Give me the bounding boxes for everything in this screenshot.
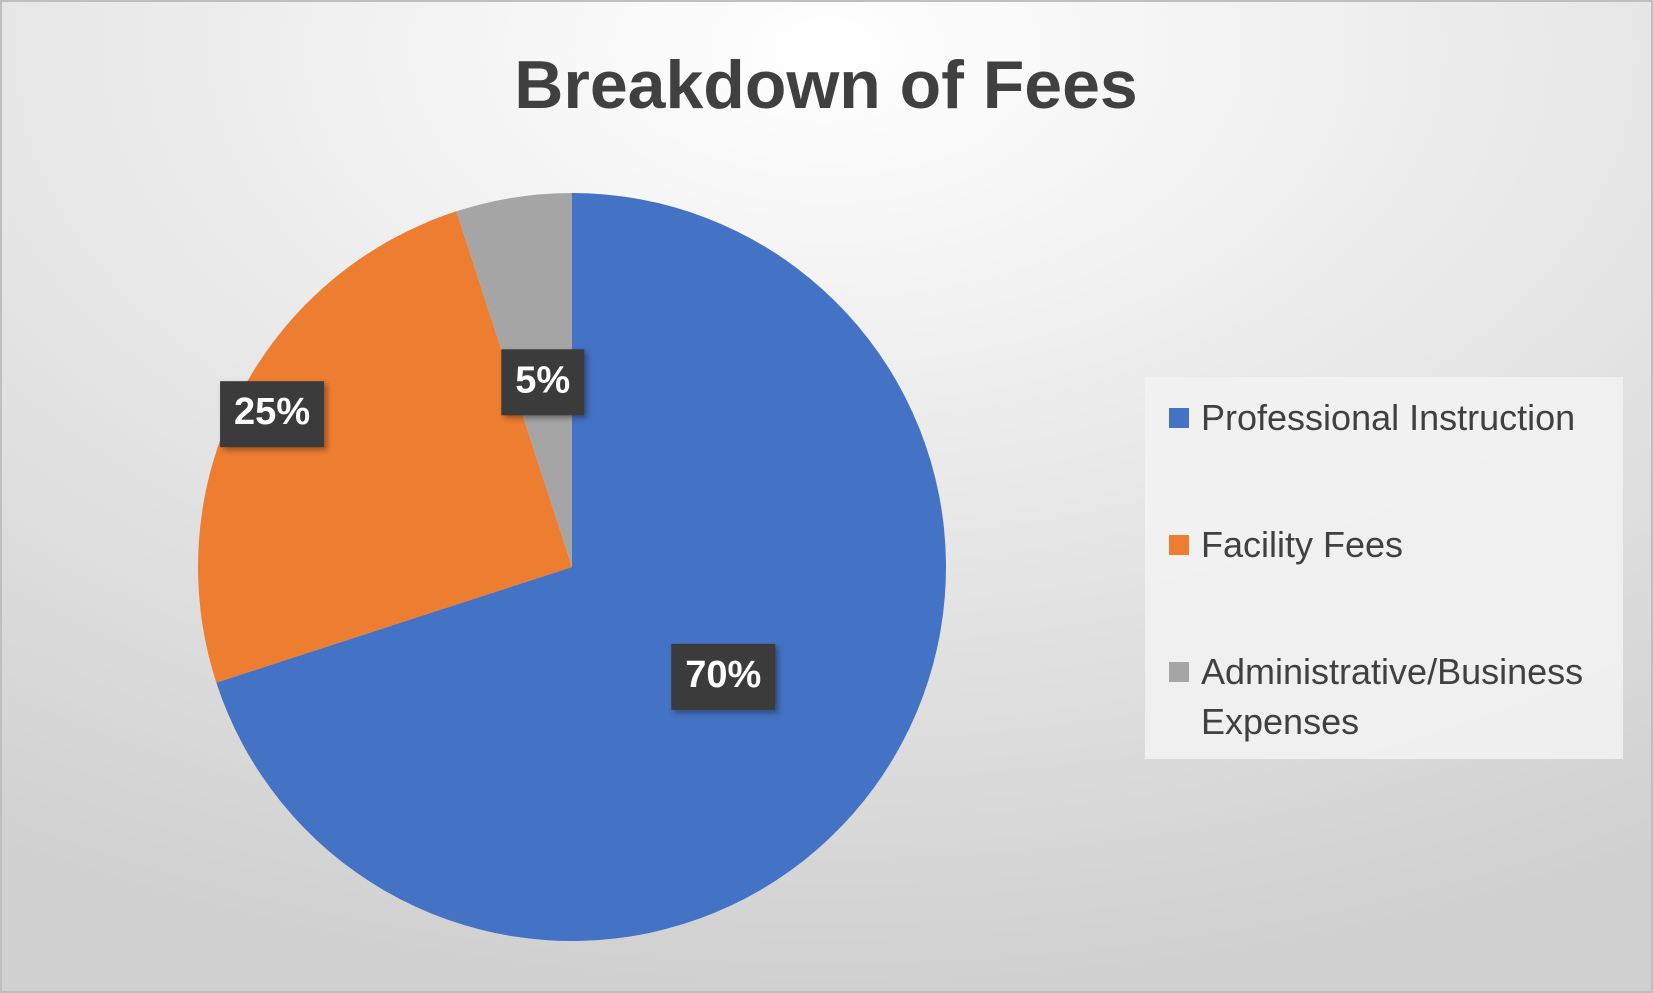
- data-label: 70%: [671, 643, 776, 710]
- data-label-box: [671, 643, 776, 710]
- chart-title: Breakdown of Fees: [514, 47, 1138, 123]
- data-label: 5%: [501, 349, 585, 416]
- data-label-text: 5%: [515, 359, 570, 401]
- legend: Professional Instruction Facility Fees Adm…: [1145, 377, 1623, 759]
- pie-slice: [216, 193, 946, 941]
- legend-swatch: [1169, 662, 1189, 682]
- data-labels: 70% 25% 5%: [220, 349, 776, 710]
- pie: [197, 193, 946, 941]
- legend-label: Professional Instruction: [1201, 397, 1576, 438]
- data-label: 25%: [220, 381, 325, 448]
- legend-swatch: [1169, 408, 1189, 428]
- legend-item: Administrative/Business Expenses: [1169, 647, 1609, 747]
- data-label-text: 25%: [234, 391, 310, 433]
- data-label-text: 70%: [685, 654, 761, 696]
- data-label-box: [220, 381, 325, 448]
- pie-slice: [197, 211, 572, 683]
- legend-item: Professional Instruction: [1169, 393, 1609, 443]
- legend-item: Facility Fees: [1169, 520, 1609, 570]
- data-label-box: [501, 349, 585, 416]
- legend-label: Administrative/Business Expenses: [1201, 651, 1584, 742]
- legend-label: Facility Fees: [1201, 524, 1404, 565]
- legend-swatch: [1169, 535, 1189, 555]
